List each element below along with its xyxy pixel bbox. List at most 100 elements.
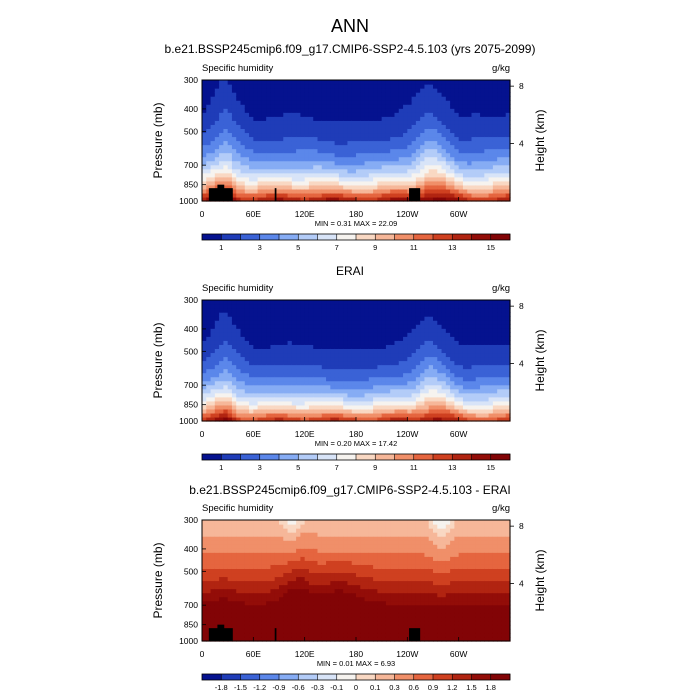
contour-cell [223,312,229,317]
contour-cell [317,84,323,89]
contour-cell [394,352,400,358]
contour-cell [261,532,267,537]
contour-cell [492,192,498,198]
contour-cell [313,408,319,414]
contour-cell [227,400,233,406]
contour-cell [317,364,323,370]
contour-cell [223,104,229,109]
contour-cell [347,164,353,170]
contour-cell [492,388,498,394]
contour-cell [334,304,340,309]
contour-cell [231,88,237,93]
contour-cell [261,632,267,638]
contour-cell [330,372,336,378]
contour-cell [261,556,267,561]
contour-cell [231,304,237,309]
contour-cell [270,636,276,642]
contour-cell [428,168,434,174]
contour-cell [261,356,267,362]
contour-cell [462,104,468,109]
contour-cell [231,608,237,614]
contour-cell [415,392,421,398]
contour-cell [424,340,430,345]
contour-cell [317,332,323,337]
x-tick-label: 60E [246,429,261,439]
contour-cell [368,108,374,113]
contour-cell [236,572,242,578]
contour-cell [270,144,276,150]
contour-cell [458,348,464,354]
contour-cell [441,388,447,394]
contour-cell [488,176,494,182]
contour-cell [240,300,246,305]
contour-cell [381,104,387,109]
contour-cell [304,380,310,386]
contour-cell [214,152,220,158]
contour-cell [214,620,220,626]
contour-cell [364,344,370,349]
contour-cell [261,372,267,378]
contour-cell [261,416,267,422]
contour-cell [480,84,485,89]
contour-cell [206,84,212,89]
contour-cell [411,372,417,378]
contour-cell [227,128,233,134]
contour-cell [261,140,267,146]
contour-cell [462,180,468,186]
colorbar-swatch [240,454,261,460]
contour-cell [484,400,490,406]
contour-cell [450,412,455,418]
contour-cell [360,172,366,178]
contour-cell [445,156,451,162]
contour-cell [313,376,319,382]
contour-cell [231,372,237,378]
contour-cell [381,312,387,317]
contour-cell [261,620,267,626]
contour-cell [308,360,314,366]
contour-cell [347,80,353,85]
contour-cell [492,144,498,150]
contour-cell [300,396,306,402]
contour-cell [338,416,344,422]
contour-cell [321,412,327,418]
contour-cell [210,588,216,594]
contour-cell [240,128,246,134]
contour-cell [343,104,349,109]
contour-cell [227,532,233,537]
contour-cell [202,108,207,113]
contour-cell [471,308,477,313]
contour-cell [437,396,443,402]
contour-cell [475,156,481,162]
contour-cell [364,168,370,174]
contour-cell [287,404,293,410]
contour-cell [326,128,331,134]
contour-cell [475,400,481,406]
contour-cell [433,172,438,178]
contour-cell [321,128,327,134]
contour-cell [236,552,242,557]
contour-cell [261,400,267,406]
contour-cell [351,364,357,370]
contour-cell [424,300,430,305]
contour-cell [249,164,254,170]
contour-cell [261,384,267,390]
contour-cell [279,364,284,370]
contour-cell [480,128,485,134]
contour-cell [231,108,237,113]
contour-cell [407,324,413,329]
contour-cell [484,112,490,117]
contour-cell [505,320,511,325]
contour-cell [398,180,404,186]
contour-cell [261,544,267,549]
contour-cell [420,400,426,406]
contour-cell [501,112,507,117]
contour-cell [364,92,370,97]
contour-cell [420,308,426,313]
contour-cell [270,580,276,586]
contour-cell [433,396,438,402]
contour-cell [261,320,267,325]
contour-cell [257,176,263,182]
colorbar-swatch [490,454,511,460]
contour-cell [330,376,336,382]
contour-cell [445,308,451,313]
